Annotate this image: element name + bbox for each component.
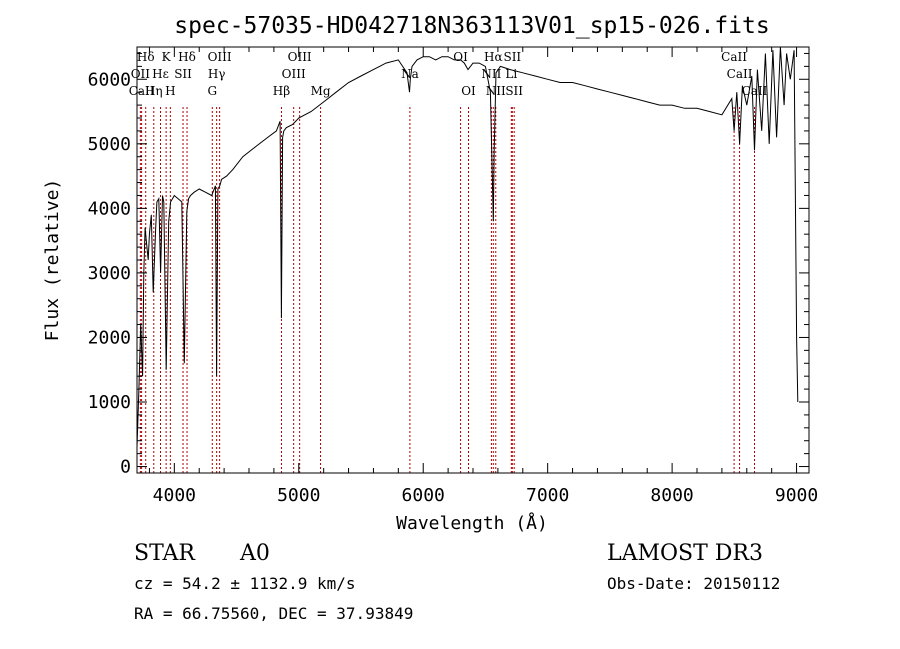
object-class: STAR: [134, 541, 196, 566]
survey-name: LAMOST DR3: [607, 541, 763, 566]
reference-line-label: OIII: [282, 67, 306, 81]
reference-line-label: OII: [131, 67, 151, 81]
y-tick-label: 1000: [88, 392, 131, 413]
reference-line-label: K: [162, 50, 172, 64]
y-tick-label: 3000: [88, 263, 131, 284]
reference-line-label: CaII: [129, 84, 155, 98]
y-tick-label: 6000: [88, 69, 131, 90]
reference-line-label: SII: [503, 50, 521, 64]
reference-line-label: Hδ: [178, 50, 196, 64]
y-tick-label: 5000: [88, 134, 131, 155]
x-tick-label: 8000: [650, 485, 693, 506]
reference-line-label: CaII: [727, 67, 753, 81]
x-tick-label: 7000: [526, 485, 569, 506]
reference-line-label: SII: [505, 84, 523, 98]
redshift-text: cz = 54.2 ± 1132.9 km/s: [134, 574, 356, 593]
obs-date-text: Obs-Date: 20150112: [607, 574, 780, 593]
y-tick-label: 0: [120, 457, 131, 478]
reference-line-label: Li: [505, 67, 517, 81]
reference-line-label: Hα: [484, 50, 503, 64]
x-tick-label: 9000: [775, 485, 818, 506]
y-axis-label: Flux (relative): [42, 179, 63, 342]
x-tick-label: 6000: [402, 485, 445, 506]
x-axis-label: Wavelength (Å): [396, 512, 548, 534]
reference-line-label: H: [165, 84, 175, 98]
x-tick-label: 5000: [277, 485, 320, 506]
reference-line-label: G: [207, 84, 217, 98]
reference-line-label: Hδ: [137, 50, 155, 64]
reference-line-label: SII: [174, 67, 192, 81]
reference-lines: [139, 107, 755, 473]
spectrum-line: [136, 46, 799, 448]
reference-line-label: OI: [461, 84, 476, 98]
chart-title: spec-57035-HD042718N363113V01_sp15-026.f…: [174, 13, 769, 39]
reference-line-label: CaII: [721, 50, 747, 64]
reference-line-label: OI: [453, 50, 468, 64]
y-tick-label: 2000: [88, 327, 131, 348]
reference-line-label: CaII: [742, 84, 768, 98]
reference-line-label: Hβ: [273, 84, 290, 98]
reference-line-label: Hε: [152, 67, 169, 81]
y-axis: 0 1000 2000 3000 4000 5000 6000: [88, 52, 809, 478]
reference-line-label: Hγ: [208, 67, 226, 81]
y-tick-label: 4000: [88, 198, 131, 219]
object-subclass: A0: [239, 541, 270, 566]
x-axis: 4000 5000 6000 7000 8000 9000: [148, 47, 818, 506]
coordinates-text: RA = 66.75560, DEC = 37.93849: [134, 604, 413, 623]
reference-line-label: OIII: [288, 50, 312, 64]
reference-line-label: OIII: [208, 50, 232, 64]
reference-line-label: Hη: [145, 84, 163, 98]
reference-line-label: Mg: [311, 84, 331, 98]
x-tick-label: 4000: [153, 485, 196, 506]
